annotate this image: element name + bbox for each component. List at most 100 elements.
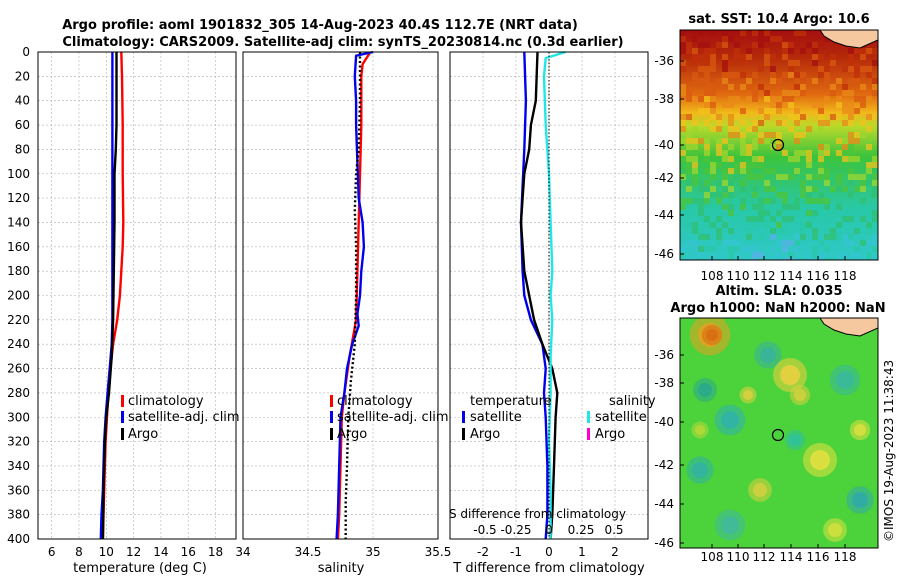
sst-cell — [872, 90, 878, 96]
sst-cell — [704, 138, 710, 144]
sst-cell — [818, 72, 824, 78]
sst-cell — [824, 168, 830, 174]
sst-cell — [758, 84, 764, 90]
sst-cell — [758, 216, 764, 222]
sst-cell — [758, 36, 764, 42]
sst-cell — [698, 204, 704, 210]
s-tick-label: -0.25 — [500, 523, 531, 537]
sst-cell — [842, 252, 848, 258]
sst-cell — [752, 258, 758, 260]
sst-cell — [704, 150, 710, 156]
x-tick-label: 6 — [48, 545, 56, 559]
difference-legend: temperature satellite Argo salinity sate… — [462, 394, 656, 442]
sst-cell — [686, 144, 692, 150]
sst-cell — [806, 78, 812, 84]
sst-cell — [692, 72, 698, 78]
sst-cell — [812, 252, 818, 258]
sst-cell — [698, 138, 704, 144]
sst-cell — [782, 246, 788, 252]
sst-cell — [842, 102, 848, 108]
sst-cell — [728, 144, 734, 150]
legend-argo: Argo — [128, 427, 158, 442]
sst-cell — [710, 48, 716, 54]
sst-cell — [776, 144, 782, 150]
sst-cell — [782, 228, 788, 234]
sst-cell — [860, 132, 866, 138]
sla-anomaly-core — [852, 492, 868, 508]
sst-cell — [836, 174, 842, 180]
sst-cell — [866, 162, 872, 168]
sst-cell — [752, 126, 758, 132]
sst-cell — [728, 156, 734, 162]
sst-cell — [776, 96, 782, 102]
sst-cell — [716, 78, 722, 84]
sst-cell — [842, 144, 848, 150]
sst-cell — [692, 162, 698, 168]
sst-cell — [740, 138, 746, 144]
sst-cell — [698, 108, 704, 114]
sst-cell — [758, 252, 764, 258]
sst-cell — [704, 72, 710, 78]
sst-cell — [800, 234, 806, 240]
sst-cell — [722, 126, 728, 132]
legend-salinity-title: salinity — [609, 394, 656, 409]
sst-cell — [818, 258, 824, 260]
sst-cell — [818, 156, 824, 162]
sst-cell — [704, 168, 710, 174]
sst-cell — [866, 144, 872, 150]
sst-cell — [860, 102, 866, 108]
x-tick-label: 8 — [75, 545, 83, 559]
sst-cell — [860, 180, 866, 186]
sst-cell — [872, 162, 878, 168]
sst-cell — [746, 96, 752, 102]
sst-cell — [734, 72, 740, 78]
sst-cell — [854, 252, 860, 258]
sst-cell — [770, 132, 776, 138]
sst-cell — [764, 114, 770, 120]
sst-cell — [680, 246, 686, 252]
sst-cell — [770, 78, 776, 84]
sst-cell — [782, 72, 788, 78]
sst-cell — [680, 150, 686, 156]
sst-cell — [800, 72, 806, 78]
sst-cell — [812, 102, 818, 108]
sst-cell — [854, 66, 860, 72]
map-y-tick-label: -36 — [654, 54, 674, 68]
sst-cell — [800, 216, 806, 222]
sla-anomaly-core — [692, 462, 708, 478]
sst-cell — [860, 198, 866, 204]
sst-cell — [848, 168, 854, 174]
sst-cell — [806, 258, 812, 260]
sst-cell — [728, 258, 734, 260]
sst-cell — [722, 36, 728, 42]
sst-cell — [782, 192, 788, 198]
sst-cell — [734, 240, 740, 246]
legend-sal-argo: Argo — [595, 427, 625, 442]
sst-cell — [698, 228, 704, 234]
sst-cell — [764, 168, 770, 174]
map-x-tick-label: 118 — [834, 550, 857, 564]
sst-cell — [836, 204, 842, 210]
sst-cell — [806, 216, 812, 222]
sst-cell — [728, 96, 734, 102]
salinity-legend: climatology satellite-adj. clim Argo — [330, 394, 449, 442]
sst-cell — [746, 246, 752, 252]
sst-cell — [698, 30, 704, 36]
sst-cell — [752, 42, 758, 48]
sst-cell — [686, 156, 692, 162]
map-x-tick-label: 116 — [807, 550, 830, 564]
x-tick-label: 34 — [235, 545, 250, 559]
sla-anomaly-core — [698, 383, 712, 397]
sst-cell — [776, 174, 782, 180]
sst-cell — [764, 96, 770, 102]
sst-cell — [716, 42, 722, 48]
sst-cell — [872, 192, 878, 198]
sst-cell — [716, 138, 722, 144]
sst-cell — [812, 54, 818, 60]
sst-cell — [854, 96, 860, 102]
sst-cell — [692, 48, 698, 54]
sst-cell — [716, 216, 722, 222]
sst-cell — [824, 204, 830, 210]
sst-cell — [770, 66, 776, 72]
sst-cell — [686, 198, 692, 204]
